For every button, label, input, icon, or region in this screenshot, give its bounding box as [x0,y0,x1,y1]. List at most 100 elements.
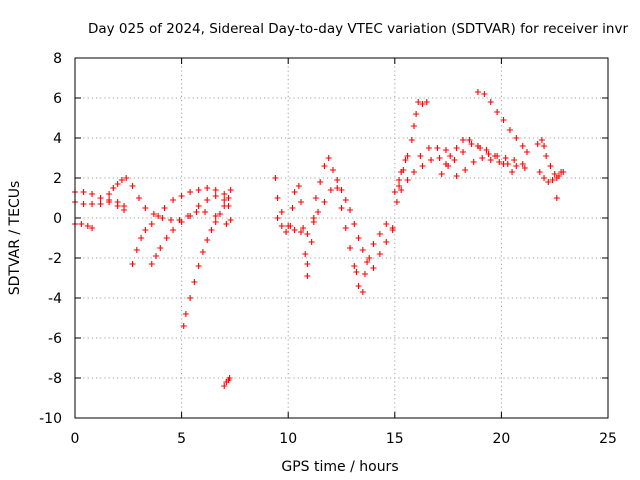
data-point [212,213,219,219]
x-tick-label: 0 [71,431,80,447]
data-point [428,157,435,163]
data-point [289,205,296,211]
data-point [193,209,200,215]
data-point [212,219,219,225]
data-point [278,223,285,229]
data-point [404,153,411,159]
y-tick-label: -2 [48,251,62,267]
data-point [304,273,311,279]
data-point [329,167,336,173]
data-point [129,261,136,267]
series-arc-d [106,175,130,197]
data-point [97,195,104,201]
data-point [302,251,309,257]
data-point [347,207,354,213]
data-point [129,183,136,189]
data-point [487,157,494,163]
data-point [80,189,87,195]
series-arc-s [474,89,530,155]
data-point [519,143,526,149]
data-point [308,239,315,245]
data-point [359,289,366,295]
data-point [297,229,304,235]
data-point [496,159,503,165]
data-point [419,101,426,107]
data-point [541,175,548,181]
data-point [223,221,230,227]
x-tick-label: 25 [599,431,617,447]
data-point [170,197,177,203]
data-point [278,209,285,215]
data-point [468,141,475,147]
data-point [304,231,311,237]
data-point [402,157,409,163]
series-arc-u [536,169,565,185]
data-point [551,171,558,177]
data-point [123,175,130,181]
data-point [150,211,157,217]
data-point [453,145,460,151]
series-arc-r [438,137,516,177]
data-point [481,91,488,97]
data-point [351,221,358,227]
data-point [355,235,362,241]
data-point [342,225,349,231]
data-point [436,155,443,161]
data-point [479,155,486,161]
data-point [453,173,460,179]
data-point [227,187,234,193]
data-point [513,163,520,169]
y-tick-label: 6 [53,91,62,107]
data-point [295,183,302,189]
data-point [500,161,507,167]
data-point [417,153,424,159]
data-point [195,187,202,193]
data-point [216,211,223,217]
data-point [383,239,390,245]
data-point [221,203,228,209]
y-tick-label: -8 [48,371,62,387]
data-point [549,177,556,183]
data-point [84,223,91,229]
data-point [212,187,219,193]
data-point [321,163,328,169]
data-point [142,205,149,211]
data-point [163,235,170,241]
data-point [509,169,516,175]
axis-tick-labels: 0 5 10 15 20 25 -10 -8 -6 -4 -2 0 2 4 6 8 [39,51,617,447]
data-point [142,227,149,233]
data-point [155,213,162,219]
data-point [106,191,113,197]
axis-ticks [74,57,609,419]
data-point [370,265,377,271]
data-point [492,153,499,159]
y-tick-label: 4 [53,131,62,147]
data-point [325,155,332,161]
data-point [442,147,449,153]
data-point [121,207,128,213]
data-point [474,89,481,95]
y-tick-label: 2 [53,171,62,187]
data-point [342,197,349,203]
data-point [534,141,541,147]
data-point [80,201,87,207]
data-point [334,185,341,191]
data-point [283,229,290,235]
data-point [138,235,145,241]
data-point [408,137,415,143]
data-point [291,189,298,195]
data-point [182,311,189,317]
series-arc-f [129,185,234,267]
data-point [485,151,492,157]
series-arc-l [304,155,360,275]
data-point [153,253,160,259]
data-point [227,217,234,223]
data-point [474,143,481,149]
data-point [419,163,426,169]
series-arc-k [274,183,311,279]
data-point [506,127,513,133]
series-arc-h [180,195,232,329]
data-point [170,227,177,233]
data-point [338,205,345,211]
